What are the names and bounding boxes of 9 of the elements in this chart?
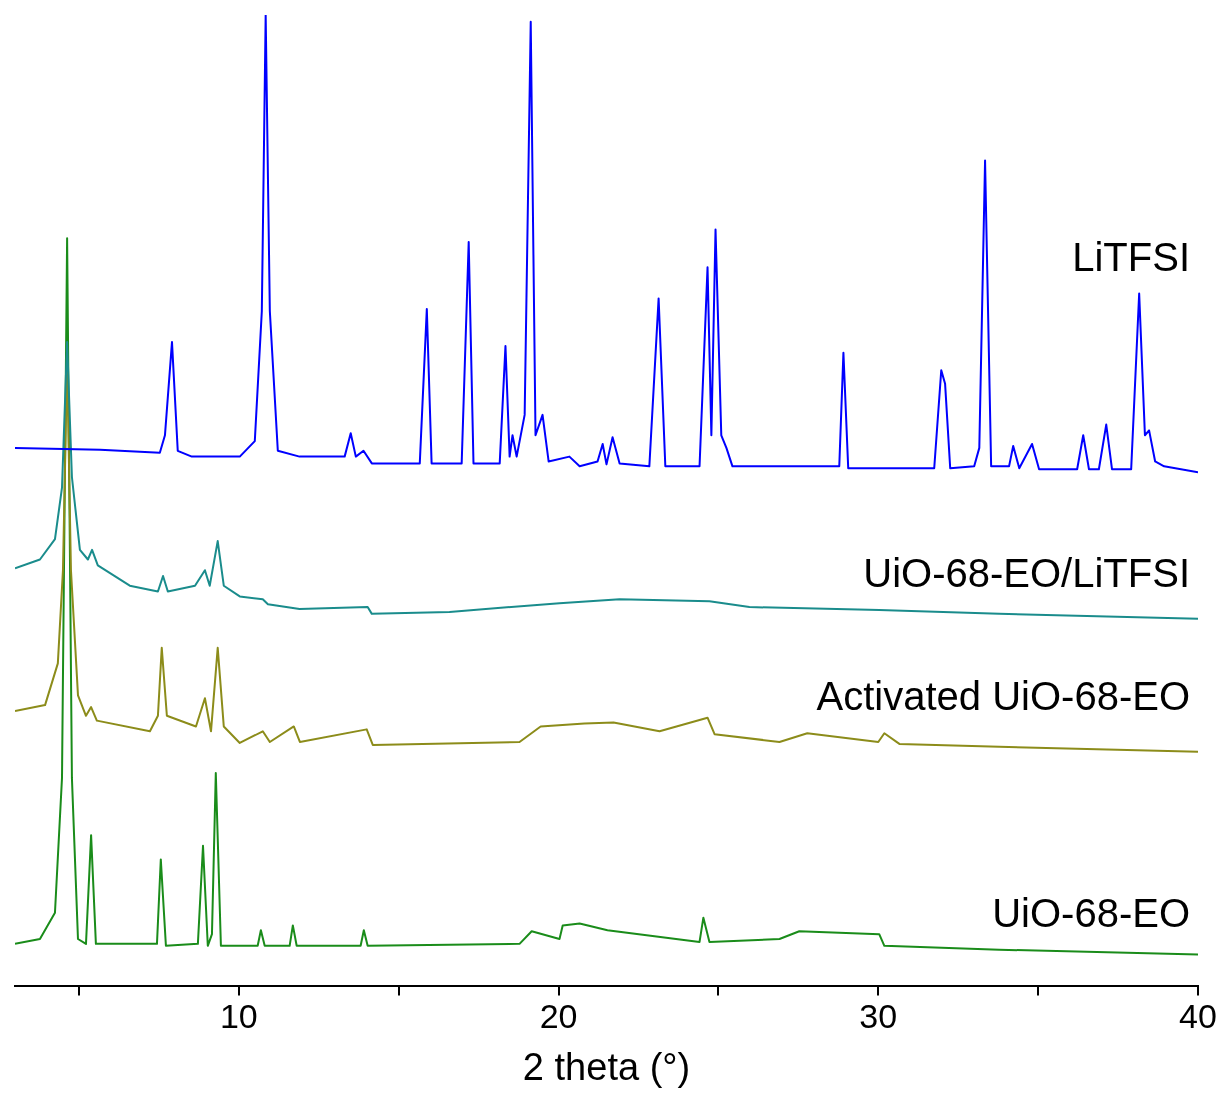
x-tick-label: 20 (539, 997, 578, 1036)
x-axis-title: 2 theta (°) (522, 1045, 691, 1088)
x-tick-label: 40 (1179, 997, 1217, 1036)
x-tick-label: 10 (219, 997, 258, 1036)
series-label: UiO-68-EO (992, 890, 1190, 935)
series-label: Activated UiO-68-EO (816, 674, 1190, 719)
series-label: UiO-68-EO/LiTFSI (863, 551, 1190, 596)
x-tick-label: 30 (859, 997, 898, 1036)
series-label: LiTFSI (1072, 234, 1190, 279)
